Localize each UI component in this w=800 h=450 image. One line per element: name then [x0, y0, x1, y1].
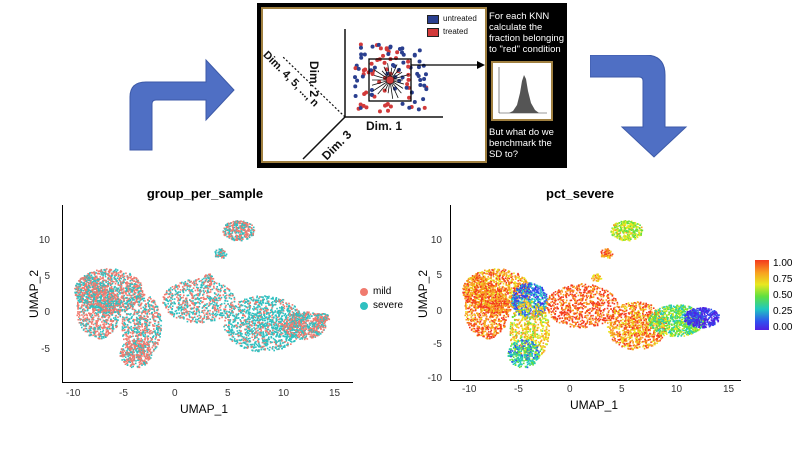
untreated-legend-label: untreated	[443, 14, 477, 23]
left-xlabel: UMAP_1	[180, 402, 229, 416]
colorbar	[755, 260, 769, 330]
knn-instruction-text: For each KNN calculate the fraction belo…	[489, 11, 564, 55]
left-x-tick: 0	[172, 388, 178, 399]
right-x-tick: 0	[567, 384, 573, 395]
right-plot-frame	[450, 205, 741, 381]
dim1-label: Dim. 1	[366, 119, 403, 133]
left-x-tick: 15	[329, 388, 341, 399]
right-plot-title: pct_severe	[546, 186, 614, 201]
left-x-tick: 10	[278, 388, 290, 399]
treated-swatch	[427, 28, 439, 37]
right-y-tick: 10	[430, 235, 442, 246]
colorbar-tick: 0.75	[773, 274, 793, 285]
right-x-tick: 10	[671, 384, 683, 395]
treated-legend-label: treated	[443, 27, 468, 36]
histogram-icon	[498, 67, 547, 114]
axes-diagram	[282, 29, 485, 160]
left-y-tick: -5	[41, 344, 50, 355]
left-x-tick: 5	[225, 388, 231, 399]
right-xlabel: UMAP_1	[570, 398, 619, 412]
colorbar-tick: 0.00	[773, 322, 793, 333]
left-y-tick: 0	[44, 307, 50, 318]
right-y-tick: -5	[433, 339, 442, 350]
sd-histogram	[491, 61, 553, 121]
colorbar-tick: 1.00	[773, 258, 793, 269]
benchmark-question-text: But what do we benchmark the SD to?	[489, 127, 554, 160]
right-y-tick: 5	[436, 270, 442, 281]
colorbar-tick: 0.50	[773, 290, 793, 301]
left-x-tick: -10	[66, 388, 81, 399]
left-x-tick: -5	[119, 388, 128, 399]
knn-schematic-panel: Dim. 2 Dim. 1 Dim. 3 Dim. 4, 5, ..., n u…	[257, 3, 567, 168]
right-umap-scatter	[462, 220, 720, 369]
right-y-tick: -10	[427, 373, 442, 384]
curved-arrow-right-icon	[128, 52, 238, 152]
right-y-tick: 0	[436, 306, 442, 317]
severe-legend-dot	[360, 302, 368, 310]
mild-legend-label: mild	[373, 286, 392, 297]
right-x-tick: -10	[462, 384, 477, 395]
left-y-tick: 5	[44, 271, 50, 282]
dimension-diagram: Dim. 2 Dim. 1 Dim. 3 Dim. 4, 5, ..., n u…	[261, 7, 487, 163]
colorbar-tick: 0.25	[773, 306, 793, 317]
severe-legend-label: severe	[373, 300, 404, 311]
left-y-tick: 10	[38, 235, 50, 246]
right-x-tick: 15	[723, 384, 735, 395]
mild-legend-dot	[360, 288, 368, 296]
right-x-tick: -5	[514, 384, 523, 395]
curved-arrow-down-icon	[590, 55, 695, 160]
untreated-swatch	[427, 15, 439, 24]
left-plot-title: group_per_sample	[146, 186, 264, 201]
right-x-tick: 5	[619, 384, 625, 395]
left-umap-scatter	[74, 220, 331, 369]
left-plot-frame	[62, 205, 353, 383]
